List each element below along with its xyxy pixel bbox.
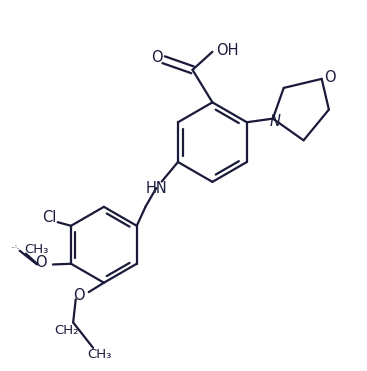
Text: HN: HN [145,181,167,196]
Text: methoxy: methoxy [12,247,18,248]
Text: N: N [269,114,280,129]
Text: O: O [324,70,335,85]
Text: OCH₃: OCH₃ [17,248,21,249]
Text: OCH₃: OCH₃ [15,245,19,246]
Text: O: O [35,255,47,270]
Text: O: O [73,288,85,303]
Text: O: O [151,50,163,65]
Text: OH: OH [216,43,239,58]
Text: CH₃: CH₃ [24,243,48,256]
Text: CH₂: CH₂ [54,324,79,337]
Text: CH₃: CH₃ [87,348,112,361]
Text: Cl: Cl [42,210,57,225]
